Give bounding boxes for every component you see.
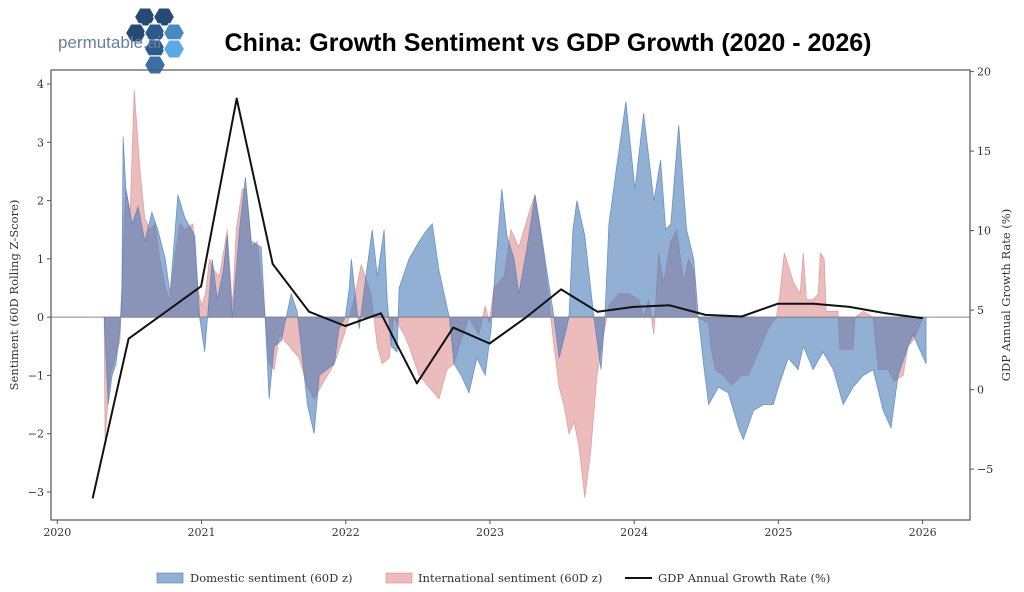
logo-hexagon [162, 39, 186, 59]
y-tick-label: −1 [28, 369, 44, 382]
y2-tick-label: 15 [977, 145, 991, 158]
logo-text: permutable.ai [58, 33, 161, 52]
x-tick-label: 2021 [188, 526, 216, 539]
x-tick-label: 2023 [476, 526, 504, 539]
gdp-point [740, 315, 743, 318]
gdp-point [884, 312, 887, 315]
gdp-point [235, 97, 238, 100]
x-tick-label: 2020 [43, 526, 71, 539]
x-tick-label: 2022 [332, 526, 360, 539]
plot-area [50, 69, 971, 521]
chart-title: China: Growth Sentiment vs GDP Growth (2… [225, 29, 872, 57]
gdp-point [848, 306, 851, 308]
gdp-point [127, 337, 130, 340]
x-tick-label: 2026 [909, 526, 937, 539]
y2-tick-label: 10 [977, 225, 991, 238]
y2-tick-label: −5 [977, 463, 993, 476]
gdp-point [271, 263, 274, 265]
gdp-point [452, 326, 455, 329]
y-tick-label: 4 [37, 78, 44, 91]
legend: Domestic sentiment (60D z) International… [156, 571, 830, 585]
y2-tick-label: 20 [977, 66, 991, 79]
y-tick-label: −2 [28, 428, 44, 441]
legend-label-gdp: GDP Annual Growth Rate (%) [658, 571, 830, 585]
gdp-point [380, 312, 382, 315]
legend-swatch-domestic [156, 572, 184, 584]
y-tick-label: 0 [37, 311, 44, 324]
legend-swatch-international [385, 572, 413, 584]
logo: permutable.ai [58, 7, 186, 75]
gdp-point [596, 310, 599, 313]
gdp-point [632, 306, 635, 308]
gdp-point [488, 342, 491, 345]
gdp-point [344, 325, 347, 327]
gdp-point [704, 314, 707, 316]
gdp-point [200, 285, 203, 288]
domestic-sentiment-area [103, 101, 927, 441]
logo-hexagon [124, 23, 148, 43]
y-tick-label: 1 [37, 253, 44, 266]
legend-label-domestic: Domestic sentiment (60D z) [190, 571, 353, 585]
gdp-point [777, 302, 779, 305]
gdp-point [91, 496, 94, 499]
logo-hexagon [143, 55, 167, 75]
y-tick-label: 2 [37, 195, 44, 208]
gdp-point [560, 288, 562, 291]
gdp-point [812, 302, 815, 305]
y-axis-label: Sentiment (60D Rolling Z-Score) [7, 200, 21, 391]
gdp-point [416, 382, 418, 385]
gdp-point [524, 317, 526, 319]
y2-tick-label: 5 [977, 304, 984, 317]
y2-axis-label: GDP Annual Growth Rate (%) [999, 209, 1013, 381]
y2-tick-label: 0 [977, 384, 984, 397]
x-tick-label: 2024 [620, 526, 648, 539]
y-axis-left: 4 3 2 1 0 −1 −2 −3 [28, 78, 51, 499]
x-tick-label: 2025 [764, 526, 792, 539]
y-axis-right: 20 15 10 5 0 −5 [970, 66, 993, 476]
gdp-point [308, 310, 310, 313]
legend-label-international: International sentiment (60D z) [418, 571, 602, 585]
gdp-point [921, 317, 924, 319]
y-tick-label: 3 [37, 136, 44, 149]
plot-frame [50, 69, 971, 521]
gdp-point [668, 304, 671, 307]
y-tick-label: −3 [28, 486, 44, 499]
x-axis: 2020 2021 2022 2023 2024 2025 2026 [43, 520, 937, 539]
